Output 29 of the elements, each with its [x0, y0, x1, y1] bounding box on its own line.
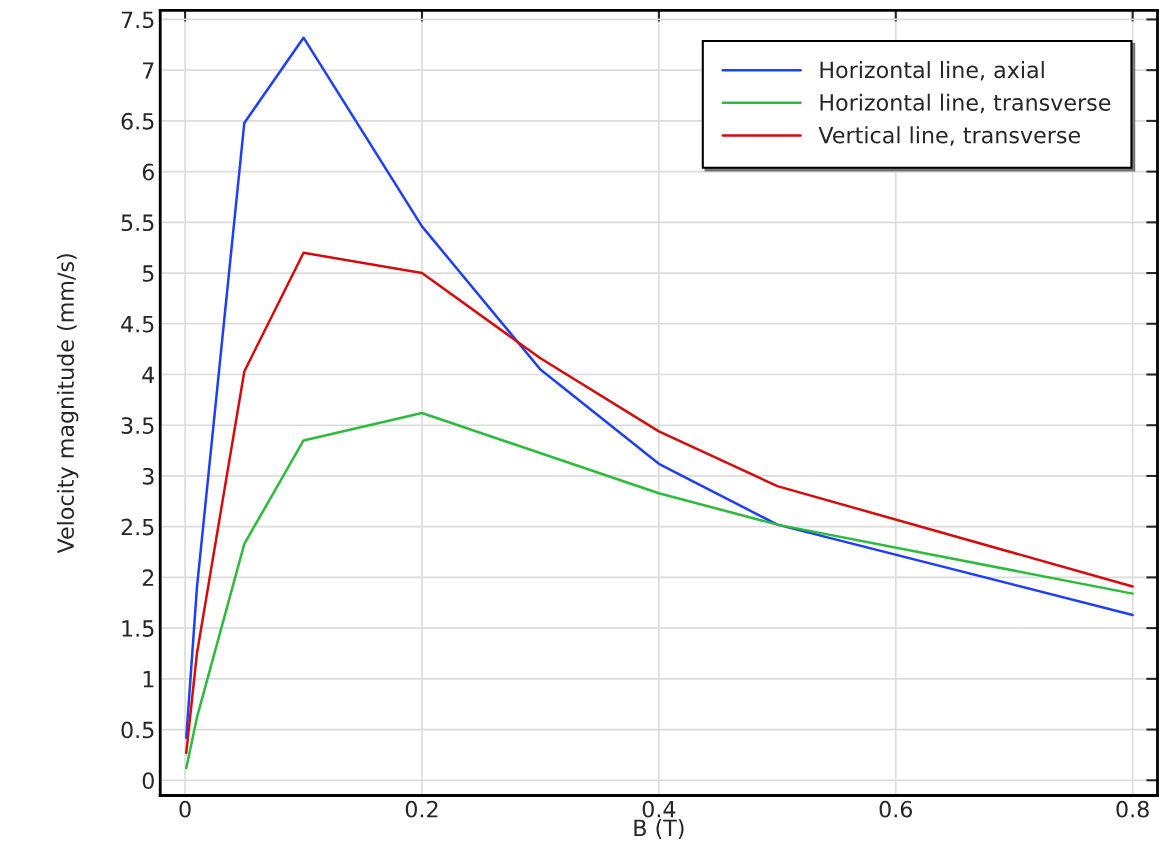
y-tick-label: 1.5	[122, 620, 154, 637]
x-tick-label: 0.4	[642, 800, 676, 818]
y-tick-label: 7	[143, 62, 154, 79]
x-tick-label: 0.2	[405, 800, 438, 818]
x-tick-label: 0.6	[879, 800, 913, 818]
y-tick-label: 3	[142, 467, 154, 485]
y-tick-label: 0	[142, 772, 154, 790]
y-tick-label: 5.5	[121, 214, 154, 232]
y-tick-label: 2.5	[121, 518, 154, 536]
y-tick-label: 6.5	[121, 112, 154, 130]
line-series	[185, 411, 1134, 770]
legend-label: Horizontal line, axial	[820, 61, 1044, 81]
x-tick-label: 0.8	[1116, 800, 1149, 818]
line-series	[185, 36, 1134, 739]
legend-label: Horizontal line, transverse	[820, 93, 1111, 114]
x-tick-label: 0	[179, 800, 191, 818]
x-axis-title: B (T)	[634, 819, 684, 839]
y-tick-label: 5	[142, 265, 154, 282]
y-axis-title: Velocity magnitude (mm/s)	[56, 254, 79, 554]
y-tick-label: 1	[143, 671, 154, 688]
y-tick-label: 2	[142, 569, 154, 586]
y-tick-label: 0.5	[121, 721, 154, 739]
y-tick-label: 7.5	[121, 11, 154, 29]
y-tick-label: 4.5	[121, 316, 154, 333]
y-tick-label: 6	[142, 163, 154, 181]
y-tick-label: 4	[142, 366, 155, 383]
legend-label: Vertical line, transverse	[818, 126, 1080, 146]
line-series	[185, 251, 1134, 755]
y-tick-label: 3.5	[121, 417, 154, 434]
